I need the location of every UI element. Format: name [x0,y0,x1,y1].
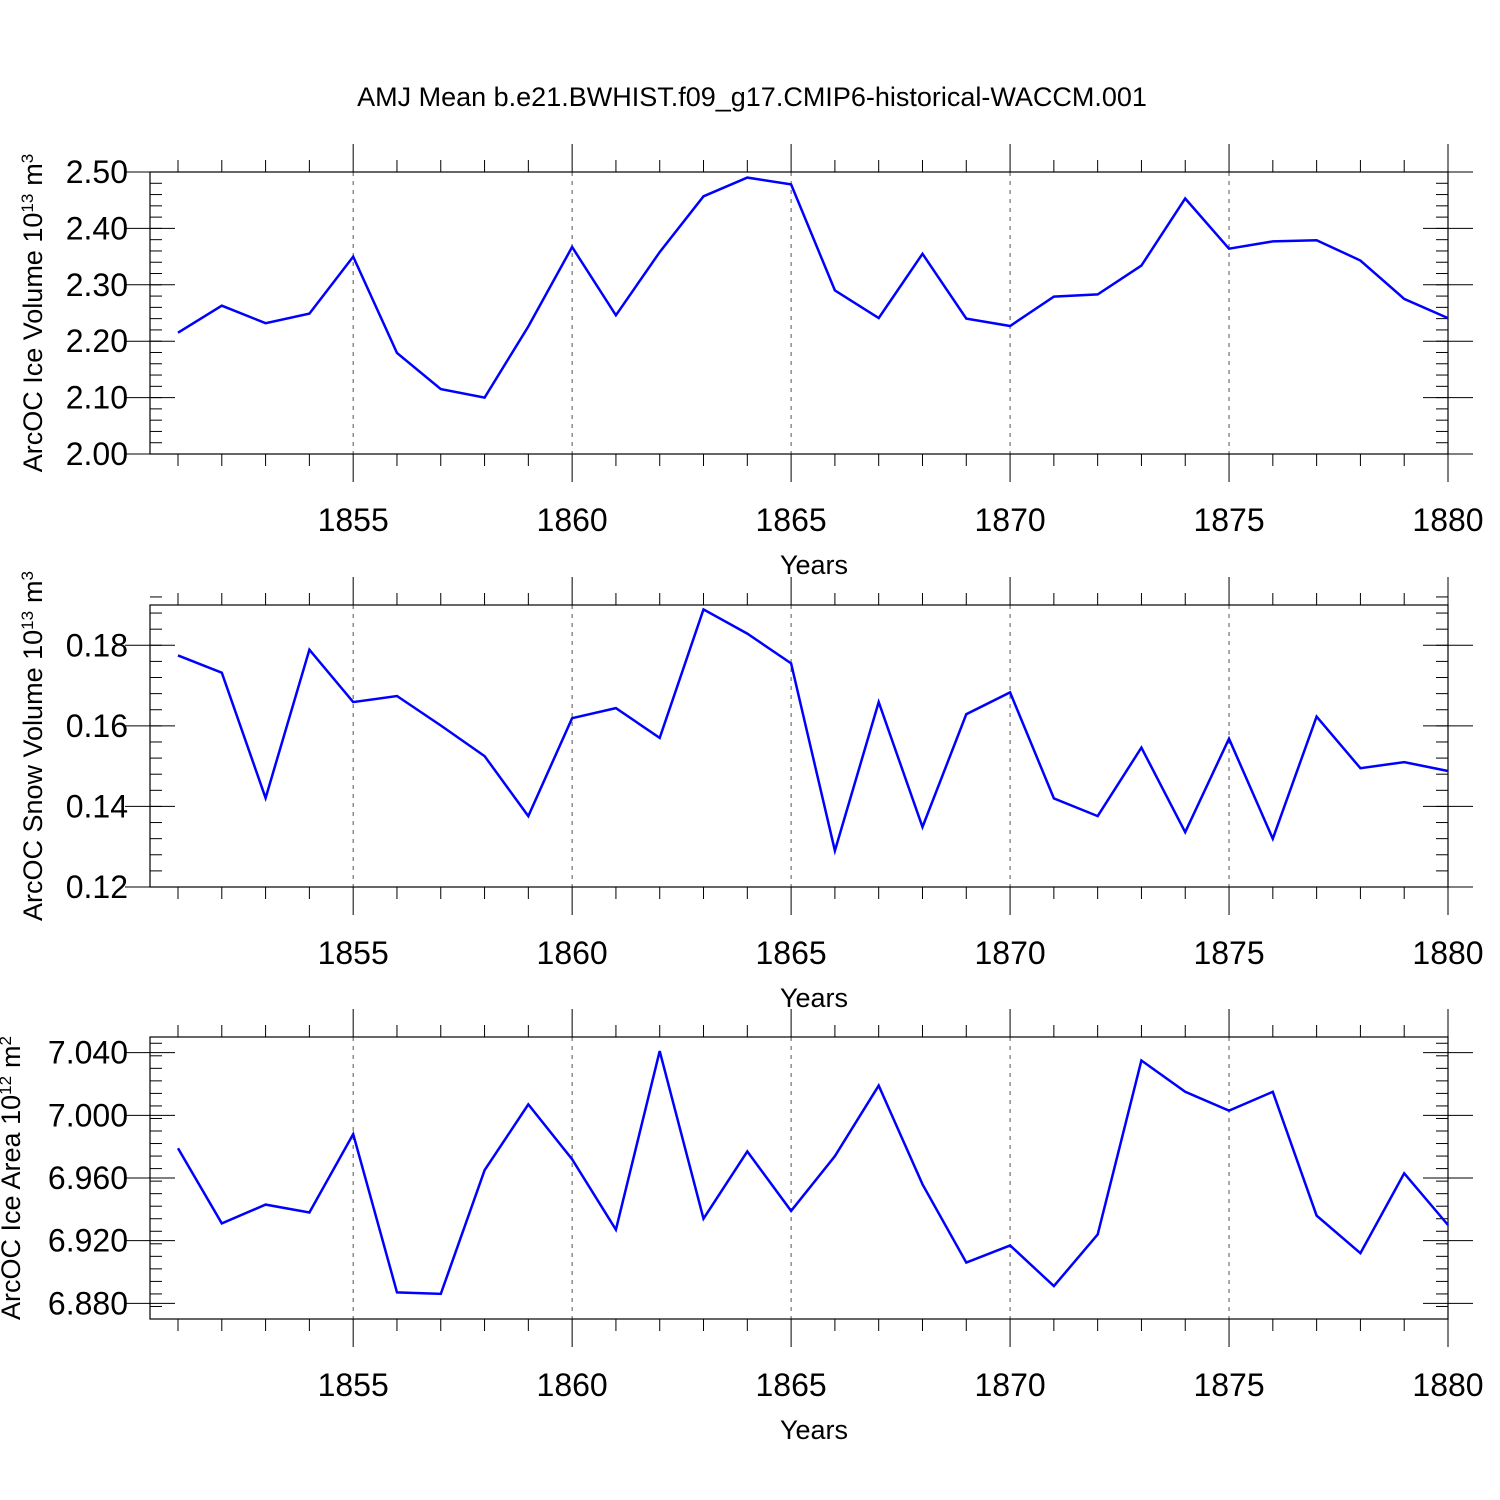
data-series-line [177,607,1449,856]
y-tick-label: 6.880 [48,1285,128,1321]
x-tick-label: 1870 [974,502,1045,538]
y-axis-label-unit: m [18,580,48,603]
x-tick-label: 1875 [1193,1367,1264,1403]
x-tick-label: 1855 [318,502,389,538]
y-axis-label-unit: m [0,1045,26,1068]
y-tick-label: 0.16 [66,708,128,744]
x-tick-label: 1860 [537,1367,608,1403]
y-axis-label-exponent: 13 [18,611,37,630]
x-tick-label: 1860 [537,502,608,538]
x-tick-label: 1880 [1412,502,1483,538]
x-tick-label: 1855 [318,1367,389,1403]
y-axis-label-exponent: 13 [18,194,37,213]
y-tick-label: 7.040 [48,1035,128,1071]
x-tick-label: 1875 [1193,935,1264,971]
plot-frame [149,1036,1449,1320]
x-tick-label: 1870 [974,935,1045,971]
y-axis-label-text: ArcOC Ice Volume 10 [18,213,48,473]
y-axis-label-exponent: 12 [0,1076,15,1095]
y-axis-label: ArcOC Snow Volume 1013 m3 [18,571,49,921]
y-tick-label: 6.920 [48,1223,128,1259]
y-tick-label: 2.20 [66,323,128,359]
y-tick-label: 7.000 [48,1097,128,1133]
chart-panel-3: 6.880 6.920 6.960 7.000 7.040 1855 1860 1865 187… [0,1009,1484,1445]
y-tick-label: 2.10 [66,380,128,416]
plot-frame [149,604,1449,888]
panels: 2.00 2.10 2.20 2.30 2.40 2.50 1855 1860 1865 1870… [0,144,1484,1445]
chart-panel-1: 2.00 2.10 2.20 2.30 2.40 2.50 1855 1860 1865 1870… [18,144,1484,580]
x-tick-label: 1865 [756,502,827,538]
x-axis-label: Years [780,1415,848,1445]
x-tick-label: 1880 [1412,935,1483,971]
y-axis-label-unit-exponent: 3 [18,154,37,163]
y-tick-label: 6.960 [48,1160,128,1196]
y-tick-label: 0.18 [66,627,128,663]
x-tick-label: 1860 [537,935,608,971]
chart-panel-2: 0.12 0.14 0.16 0.18 1855 1860 1865 1870 1875 1880… [18,571,1484,1013]
y-tick-label: 2.50 [66,154,128,190]
y-axis-label-unit-exponent: 2 [0,1036,15,1045]
y-axis-label-unit-exponent: 3 [18,571,37,580]
figure-title: AMJ Mean b.e21.BWHIST.f09_g17.CMIP6-hist… [357,82,1147,112]
y-axis-label: ArcOC Ice Volume 1013 m3 [18,154,49,473]
y-axis-label: ArcOC Ice Area 1012 m2 [0,1036,26,1320]
y-tick-label: 0.12 [66,869,128,905]
y-tick-label: 2.30 [66,267,128,303]
y-tick-label: 2.40 [66,210,128,246]
x-tick-label: 1880 [1412,1367,1483,1403]
x-axis-label: Years [780,983,848,1013]
y-tick-label: 2.00 [66,436,128,472]
data-series-line [177,176,1449,399]
plot-frame [149,171,1449,455]
y-axis-label-unit: m [18,163,48,186]
x-tick-label: 1875 [1193,502,1264,538]
data-series-line [176,1050,1449,1296]
x-axis-label: Years [780,550,848,580]
x-tick-label: 1855 [318,935,389,971]
y-tick-label: 0.14 [66,788,128,824]
x-tick-label: 1865 [756,1367,827,1403]
y-axis-label-text: ArcOC Snow Volume 10 [18,630,48,921]
x-tick-label: 1865 [756,935,827,971]
y-axis-label-text: ArcOC Ice Area 10 [0,1095,26,1320]
x-tick-label: 1870 [974,1367,1045,1403]
